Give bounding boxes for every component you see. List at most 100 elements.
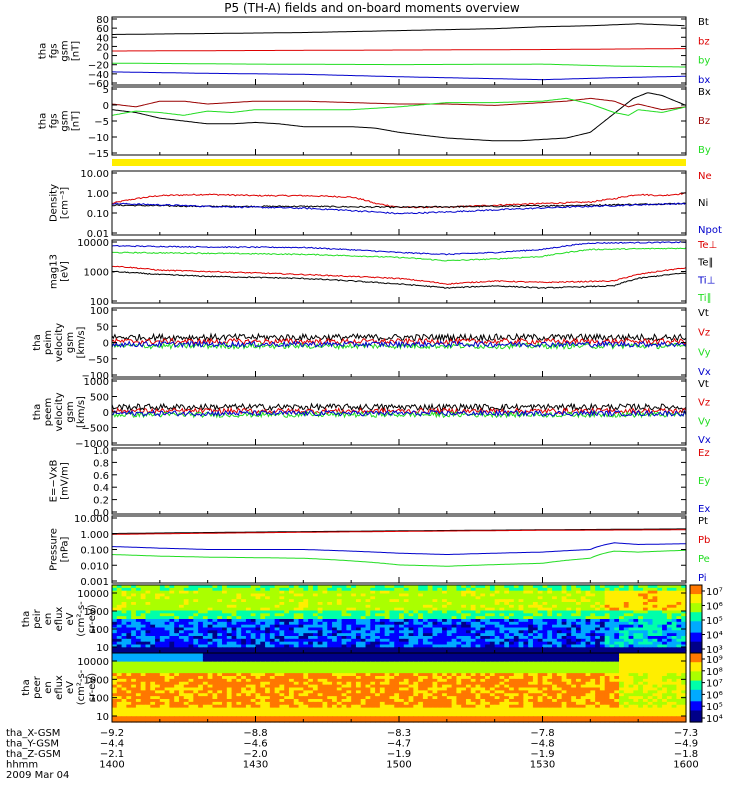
legend-label: Bt (698, 17, 709, 28)
heatmap-cell (159, 641, 166, 646)
heatmap-cell (236, 690, 242, 694)
heatmap-cell (681, 604, 687, 609)
heatmap-cell (379, 664, 386, 668)
colorbar-segment (690, 628, 702, 631)
heatmap-cell (480, 604, 486, 609)
heatmap-cell (480, 676, 486, 680)
heatmap-cell (193, 638, 199, 643)
heatmap-cell (384, 587, 391, 592)
heatmap-cell (303, 638, 309, 643)
heatmap-cell (580, 607, 587, 612)
heatmap-cell (518, 644, 524, 648)
heatmap-cell (470, 607, 477, 612)
heatmap-cell (465, 619, 472, 623)
heatmap-cell (183, 638, 190, 643)
heatmap-cell (207, 684, 214, 689)
heatmap-cell (212, 687, 218, 691)
heatmap-cell (542, 607, 548, 612)
heatmap-cell (532, 596, 539, 600)
heatmap-cell (662, 604, 668, 609)
heatmap-cell (183, 687, 190, 691)
colorbar-segment (690, 596, 702, 600)
heatmap-cell (623, 647, 630, 651)
heatmap-cell (422, 607, 429, 612)
heatmap-cell (308, 658, 314, 663)
heatmap-cell (528, 599, 534, 603)
heatmap-cell (647, 621, 654, 626)
heatmap-cell (461, 636, 467, 640)
heatmap-cell (140, 658, 147, 663)
heatmap-cell (609, 658, 615, 663)
heatmap-cell (556, 607, 563, 612)
heatmap-cell (523, 636, 529, 640)
heatmap-cell (322, 641, 328, 646)
heatmap-cell (193, 590, 199, 595)
heatmap-cell (418, 658, 424, 663)
heatmap-cell (241, 613, 247, 617)
heatmap-cell (332, 604, 338, 609)
heatmap-cell (671, 627, 678, 631)
heatmap-cell (595, 641, 601, 646)
colorbar-segment (690, 632, 702, 636)
heatmap-cell (269, 653, 276, 657)
heatmap-cell (513, 676, 520, 680)
heatmap-cell (427, 604, 434, 609)
heatmap-cell (418, 670, 424, 674)
legend-label: Pb (698, 535, 710, 546)
heatmap-cell (537, 619, 544, 623)
heatmap-cell (552, 641, 558, 646)
heatmap-cell (590, 661, 596, 666)
heatmap-cell (365, 596, 371, 600)
y-tick-label: −60 (88, 79, 109, 90)
heatmap-cell (647, 644, 654, 648)
heatmap-cell (437, 673, 443, 677)
heatmap-cell (552, 647, 558, 651)
heatmap-cell (556, 641, 563, 646)
heatmap-cell (513, 636, 520, 640)
heatmap-cell (183, 673, 190, 677)
heatmap-cell (174, 587, 180, 592)
heatmap-cell (465, 653, 472, 657)
heatmap-cell (298, 593, 304, 597)
heatmap-cell (499, 687, 505, 691)
heatmap-cell (379, 684, 386, 689)
heatmap-cell (126, 585, 132, 589)
heatmap-cell (542, 630, 548, 634)
heatmap-cell (236, 590, 242, 595)
heatmap-cell (638, 627, 644, 631)
heatmap-cell (489, 664, 496, 668)
heatmap-cell (394, 681, 400, 686)
heatmap-cell (518, 607, 524, 612)
heatmap-cell (413, 681, 419, 686)
heatmap-cell (126, 678, 132, 683)
heatmap-cell (470, 658, 477, 663)
heatmap-cell (642, 621, 649, 626)
heatmap-cell (671, 658, 678, 663)
heatmap-cell (217, 593, 223, 597)
heatmap-cell (269, 667, 276, 671)
heatmap-cell (671, 664, 678, 668)
heatmap-cell (662, 602, 668, 606)
y-axis-label: thapeirenefluxeV(cm²-s-sr-eV) (21, 601, 98, 637)
heatmap-cell (532, 633, 539, 637)
heatmap-cell (537, 667, 544, 671)
heatmap-cell (317, 661, 324, 666)
heatmap-cell (561, 587, 568, 592)
heatmap-cell (465, 641, 472, 646)
heatmap-cell (432, 596, 438, 600)
heatmap-cell (226, 604, 233, 609)
heatmap-cell (260, 636, 266, 640)
colorbar-segment (690, 585, 702, 588)
heatmap-cell (112, 678, 118, 683)
heatmap-cell (193, 644, 199, 648)
heatmap-cell (202, 616, 209, 620)
colorbar-segment (690, 643, 702, 647)
heatmap-cell (145, 690, 151, 694)
heatmap-cell (413, 676, 419, 680)
heatmap-cell (241, 587, 247, 592)
heatmap-cell (135, 670, 142, 674)
heatmap-cell (202, 604, 209, 609)
heatmap-cell (341, 690, 347, 694)
heatmap-cell (308, 644, 314, 648)
heatmap-cell (518, 641, 524, 646)
